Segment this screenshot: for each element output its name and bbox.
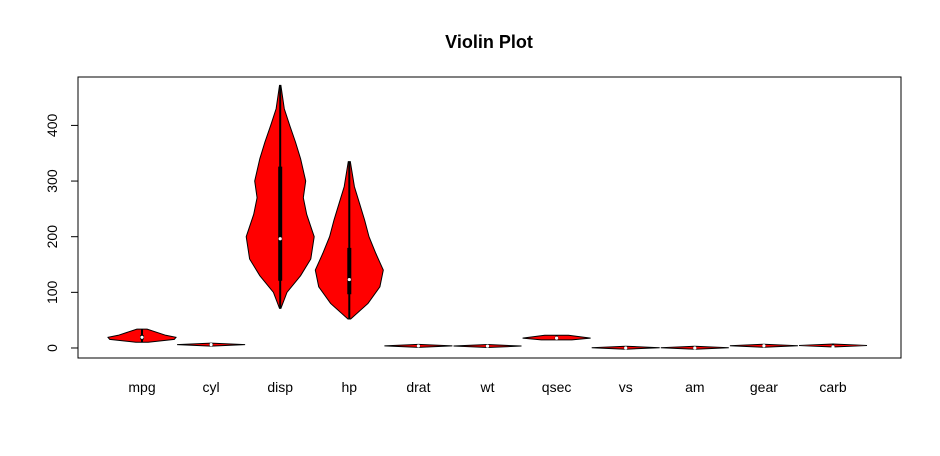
x-tick-label-carb: carb (819, 379, 846, 395)
x-tick-label-qsec: qsec (542, 379, 572, 395)
violin-wt (453, 344, 522, 349)
violin-median (347, 277, 351, 282)
violin-am (660, 345, 729, 350)
violin-median (624, 346, 628, 350)
chart-title: Violin Plot (445, 32, 533, 52)
x-tick-label-gear: gear (750, 379, 778, 395)
violin-mpg (107, 328, 177, 343)
x-tick-label-wt: wt (480, 379, 495, 395)
x-tick-label-mpg: mpg (128, 379, 155, 395)
violin-drat (384, 343, 453, 348)
y-tick-label: 0 (44, 344, 60, 352)
x-tick-label-drat: drat (406, 379, 430, 395)
violin-qsec (522, 334, 591, 341)
violin-median (278, 237, 282, 241)
violin-median (140, 335, 144, 339)
violin-median (762, 344, 766, 348)
violin-median (209, 343, 213, 347)
y-tick-label: 200 (44, 225, 60, 249)
x-tick-label-cyl: cyl (203, 379, 220, 395)
y-tick-label: 400 (44, 114, 60, 138)
x-tick-label-am: am (685, 379, 704, 395)
violin-median (416, 344, 420, 348)
y-axis: 0 100 200 300 400 (44, 114, 79, 352)
x-tick-label-disp: disp (267, 379, 293, 395)
violin-disp (245, 84, 315, 309)
x-axis: mpg cyl disp hp drat wt qsec vs am gear carb (128, 379, 846, 395)
violins (107, 84, 868, 350)
x-tick-label-vs: vs (619, 379, 633, 395)
violin-median (831, 345, 835, 349)
violin-median (693, 346, 697, 350)
violin-gear (729, 343, 798, 348)
violin-vs (591, 345, 660, 350)
y-tick-label: 100 (44, 280, 60, 304)
violin-median (555, 336, 559, 340)
violin-carb (798, 343, 868, 349)
y-tick-label: 300 (44, 169, 60, 193)
plot-frame (77, 76, 902, 359)
violin-hp (314, 161, 384, 320)
x-tick-label-hp: hp (342, 379, 358, 395)
violin-median (485, 344, 490, 348)
violin-cyl (177, 342, 246, 347)
